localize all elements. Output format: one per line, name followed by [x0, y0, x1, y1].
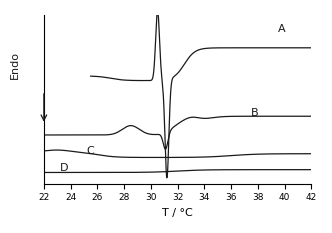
- Text: D: D: [60, 163, 68, 173]
- Text: Endo: Endo: [10, 51, 20, 79]
- Text: C: C: [87, 146, 94, 156]
- Text: B: B: [251, 108, 259, 118]
- X-axis label: T / °C: T / °C: [162, 208, 193, 218]
- Text: A: A: [278, 24, 286, 34]
